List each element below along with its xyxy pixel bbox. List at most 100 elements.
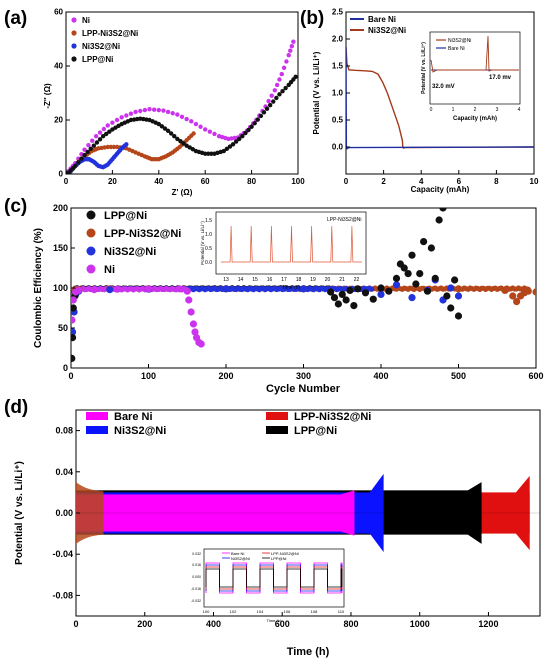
inset-y-tick-label-c: 1.5 (205, 218, 212, 224)
inset-legend-d: Bare Ni Ni3S2@Ni LPP-Ni3S2@Ni LPP@Ni (222, 551, 299, 561)
data-point-ni-a (289, 44, 295, 49)
legend-marker-ni3s2-a (71, 43, 77, 49)
y-tick-label-d: -0.08 (52, 590, 73, 600)
legend-label-ni3s2-c: Ni3S2@Ni (104, 246, 156, 258)
data-point-lpp-a (73, 163, 78, 169)
data-point-lpp-ni3s2-c (532, 288, 536, 296)
y-axis-label-a: -Z'' (Ω) (43, 83, 52, 109)
inset-tick-label-b: 4 (518, 107, 521, 113)
data-point-lpp-a (104, 131, 109, 137)
panel-label-a: (a) (4, 8, 27, 29)
inset-frame-d (203, 548, 345, 608)
data-point-ni3s2-c (408, 294, 416, 302)
inset-c: LPP-Ni3S2@Ni 13 14 15 16 17 18 19 20 21 22 0.0 0.… (200, 211, 367, 291)
x-ticks-b: 0 2 4 6 8 10 (344, 170, 539, 186)
legend-swatch-lpp-ni3s2-d (266, 412, 288, 420)
data-point-ni3s2-c (71, 328, 77, 336)
inset-wave-bare-ni-d (205, 562, 343, 594)
inset-annotation-17mv: 17.0 mv (489, 75, 512, 81)
initial-transient-d (76, 482, 104, 544)
legend-label-ni3s2-d: Ni3S2@Ni (114, 425, 166, 437)
x-tick-label-d: 200 (137, 619, 152, 629)
axes-frame-a (65, 11, 299, 175)
inset-line-lpp-ni3s2-c (221, 225, 362, 263)
x-tick-label-a: 40 (154, 177, 163, 186)
data-point-lpp-a (252, 120, 257, 126)
y-tick-label-d: 0.00 (55, 508, 73, 518)
inset-x-ticks-d: 100 102 104 106 108 110 (203, 609, 345, 614)
data-point-lpp-a (88, 146, 93, 151)
legend-swatch-lpp-d (266, 426, 288, 434)
data-point-ni-a (147, 107, 152, 112)
data-point-ni-a (175, 112, 180, 117)
x-tick-label-a: 60 (201, 177, 210, 186)
data-point-lpp-a (240, 134, 245, 139)
data-point-ni-a (105, 123, 110, 128)
legend-marker-ni-c (86, 264, 96, 274)
x-ticks-a: 0 20 40 60 80 100 (64, 170, 305, 186)
x-tick-label-c: 400 (373, 371, 388, 381)
inset-wave-lpp-d (205, 568, 343, 588)
data-point-lpp-c (334, 300, 342, 308)
data-point-lpp-a (271, 99, 276, 104)
data-point-lpp-a (178, 138, 183, 144)
inset-legend-label-ni3s2-b: Ni3S2@Ni (448, 38, 471, 44)
x-tick-label-b: 10 (530, 177, 539, 186)
data-point-ni-a (274, 82, 280, 88)
data-point-lpp-c (420, 238, 428, 246)
x-ticks-c: 0 100 200 300 400 500 600 (68, 364, 544, 381)
data-point-lpp-a (293, 74, 298, 80)
y-ticks-a: 0 20 40 60 (54, 8, 70, 179)
x-tick-label-d: 1200 (478, 619, 498, 629)
data-point-ni-a (170, 111, 175, 116)
legend-marker-ni-a (71, 17, 77, 23)
panel-label-d: (d) (4, 397, 28, 418)
data-point-ni3s2-c (377, 290, 385, 298)
data-point-ni3s2-c (369, 286, 375, 292)
data-point-ni-c (191, 328, 199, 336)
data-point-lpp-ni3s2-c (454, 285, 463, 293)
y-ticks-d: -0.08 -0.04 0.00 0.04 0.08 (52, 426, 80, 600)
data-point-lpp-a (258, 113, 264, 119)
inset-x-tick-label-c: 19 (310, 277, 316, 283)
legend-b: Bare Ni Ni3S2@Ni (350, 15, 406, 35)
inset-tick-label-b: 1 (452, 107, 455, 113)
inset-y-tick-label-d: -0.016 (191, 587, 201, 591)
y-tick-label-c: 0 (63, 363, 68, 373)
inset-legend-label-d: Bare Ni (231, 551, 244, 556)
x-tick-label-b: 4 (419, 177, 424, 186)
data-point-ni-a (203, 127, 208, 132)
inset-x-tick-label-c: 16 (267, 277, 273, 283)
data-point-lpp-a (97, 137, 103, 142)
inset-x-tick-label-d: 108 (311, 609, 318, 614)
data-point-ni-a (101, 126, 107, 132)
y-axis-label-c: Coulombic Efficiency (%) (33, 228, 44, 348)
data-point-lpp-ni3s2-a (111, 144, 117, 150)
legend-marker-lpp-ni3s2-c (86, 228, 96, 238)
x-tick-label-c: 200 (218, 371, 233, 381)
inset-x-tick-label-d: 102 (230, 609, 237, 614)
data-point-ni-a (277, 77, 282, 82)
x-axis-label-d: Time (h) (287, 646, 330, 658)
inset-y-tick-label-d: 0.032 (192, 552, 201, 556)
y-axis-label-d: Potential (V vs. Li/Li⁺) (14, 461, 25, 565)
x-tick-label-a: 100 (291, 177, 305, 186)
y-tick-label-b: 0.0 (332, 143, 344, 152)
data-point-ni-a (281, 65, 287, 71)
inset-y-tick-label-c: 0.0 (205, 260, 212, 266)
data-point-ni-c (183, 287, 191, 295)
data-point-ni-a (198, 124, 203, 129)
inset-y-tick-label-c: 0.5 (205, 246, 212, 252)
inset-line-ni3s2-b (430, 35, 519, 73)
inset-x-label-d: Time (h) (267, 618, 282, 623)
data-point-lpp-c (435, 216, 443, 224)
inset-x-ticks-c: 13 14 15 16 17 18 19 20 21 22 (223, 277, 359, 283)
x-tick-label-c: 600 (528, 371, 543, 381)
legend-c: LPP@Ni LPP-Ni3S2@Ni Ni3S2@Ni Ni (86, 210, 181, 276)
y-tick-label-b: 1.0 (332, 89, 344, 98)
legend-label-ni3s2-b: Ni3S2@Ni (368, 26, 406, 35)
x-tick-label-b: 6 (457, 177, 462, 186)
panel-label-c: (c) (4, 196, 27, 217)
y-tick-label-d: 0.08 (55, 426, 73, 436)
data-point-lpp-a (203, 151, 208, 156)
